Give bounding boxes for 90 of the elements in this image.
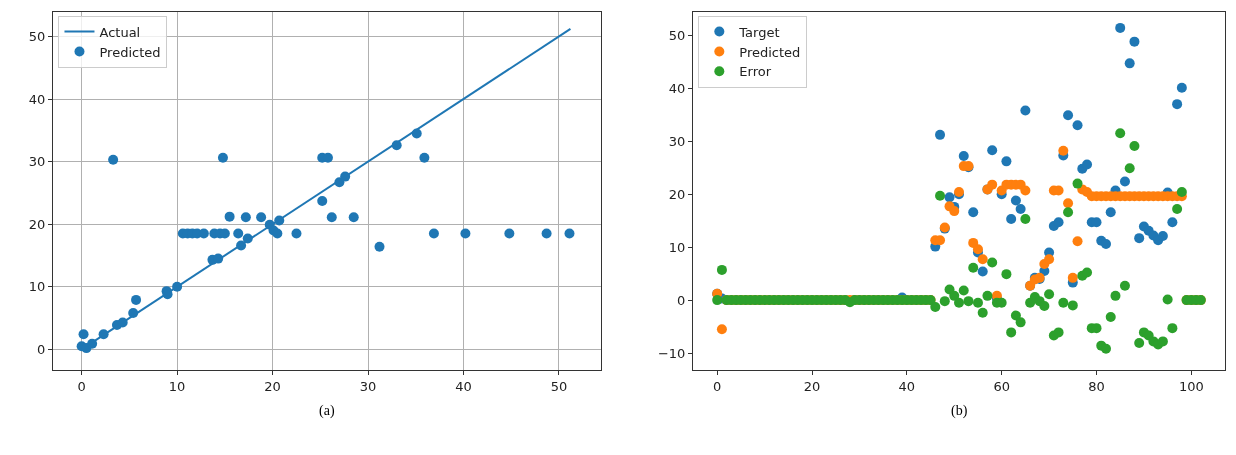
y-tick-label: 40 (28, 91, 46, 107)
point (1100, 238, 1111, 249)
x-tick-label: 50 (550, 378, 568, 394)
y-tick-label: 20 (28, 216, 46, 232)
y-tick-label: 30 (28, 154, 46, 170)
point (340, 171, 351, 182)
y-tick-label: 50 (668, 27, 686, 43)
x-tick-label: 0 (713, 378, 722, 394)
point (1001, 156, 1012, 167)
legend-label: Actual (99, 24, 141, 40)
legend-label: Target (738, 24, 780, 40)
point (224, 211, 235, 222)
y-tick-label: 50 (28, 28, 46, 44)
point (317, 196, 328, 207)
point (274, 215, 285, 226)
y-tick-label: 10 (28, 279, 46, 295)
point (240, 212, 251, 223)
x-tick-label: 40 (898, 378, 916, 394)
y-tick-label: 10 (668, 239, 686, 255)
x-tick-label: 80 (1088, 378, 1105, 394)
point (411, 128, 422, 139)
point (374, 241, 385, 252)
point (1124, 58, 1135, 69)
y-tick-label: 20 (668, 186, 686, 202)
y-tick-label: 40 (668, 80, 686, 96)
point (1167, 217, 1178, 228)
point (236, 240, 247, 251)
point (172, 281, 183, 292)
point (504, 228, 515, 239)
point (944, 192, 955, 203)
point (460, 228, 471, 239)
point (1063, 110, 1074, 121)
point (391, 140, 402, 151)
point (1134, 233, 1145, 244)
x-tick-label: 20 (264, 378, 281, 394)
x-tick-label: 10 (168, 378, 186, 394)
point (1119, 176, 1130, 187)
point (242, 233, 253, 244)
point (233, 228, 244, 239)
point (1176, 82, 1187, 93)
point (98, 329, 109, 340)
point (935, 129, 946, 140)
point (968, 207, 979, 218)
point (1053, 217, 1064, 228)
point (987, 145, 998, 156)
point (977, 266, 988, 277)
point (256, 212, 267, 223)
x-tick-label: 0 (77, 378, 86, 394)
y-tick-label: 0 (37, 341, 46, 357)
legend-label: Error (739, 64, 772, 80)
point (128, 308, 139, 319)
point (213, 253, 224, 264)
point (291, 228, 302, 239)
legend-label: Predicted (739, 44, 801, 60)
point (564, 228, 575, 239)
x-tick-label: 30 (359, 378, 377, 394)
point (1172, 99, 1183, 110)
x-tick-label: 20 (803, 378, 821, 394)
point (1115, 22, 1126, 33)
point (958, 151, 969, 162)
point (1015, 204, 1026, 215)
text: (a) (319, 403, 335, 419)
y-tick-label: 30 (668, 133, 686, 149)
point (428, 228, 439, 239)
point (1157, 231, 1168, 242)
x-tick-label: 60 (993, 378, 1010, 394)
point (541, 228, 552, 239)
point (87, 338, 98, 349)
point (117, 317, 128, 328)
point (217, 152, 228, 163)
point (78, 329, 89, 340)
point (108, 154, 119, 165)
point (1010, 195, 1021, 206)
point (326, 212, 337, 223)
x-tick-label: 40 (455, 378, 472, 394)
point (131, 294, 142, 305)
point (1006, 214, 1017, 225)
point (1082, 159, 1093, 170)
point (272, 228, 283, 239)
point (1105, 207, 1116, 218)
point (348, 212, 359, 223)
point (1072, 120, 1083, 131)
point (1020, 105, 1031, 116)
y-tick-label: −10 (657, 345, 686, 361)
point (419, 152, 430, 163)
text: (b) (951, 403, 968, 419)
y-tick-label: 0 (677, 292, 686, 308)
x-tick-label: 100 (1178, 378, 1204, 394)
legend-label: Predicted (99, 44, 161, 60)
point (1129, 36, 1140, 47)
